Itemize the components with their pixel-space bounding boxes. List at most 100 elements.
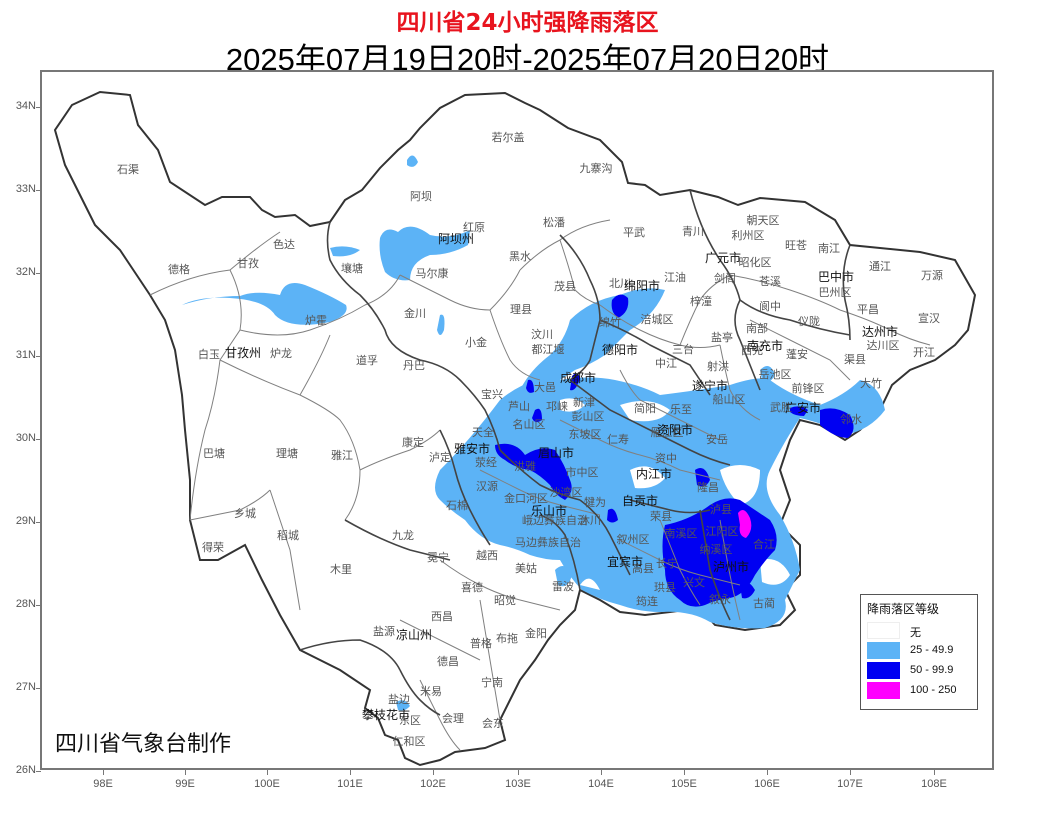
map-title: 四川省24小时强降雨落区	[396, 10, 659, 36]
prefecture-borders	[299, 189, 851, 716]
y-tick-label: 33N	[15, 183, 36, 195]
county-label: 松潘	[543, 215, 565, 229]
county-label: 古蔺	[753, 597, 775, 610]
prefecture-label: 资阳市	[657, 422, 693, 437]
x-tick-mark	[934, 770, 935, 775]
county-label: 九寨沟	[580, 161, 613, 175]
prefecture-label: 攀枝花市	[362, 707, 410, 722]
prefecture-label: 内江市	[636, 466, 672, 481]
county-label: 利州区	[732, 229, 765, 242]
prefecture-label: 自贡市	[622, 493, 658, 508]
county-label: 洪雅	[514, 459, 536, 473]
prefecture-label: 绵阳市	[624, 278, 660, 293]
prefecture-label: 凉山州	[396, 627, 432, 642]
county-label: 东坡区	[569, 428, 602, 441]
county-label: 叙州区	[617, 532, 650, 546]
county-label: 南部	[746, 321, 768, 335]
prefecture-label: 广安市	[785, 400, 821, 415]
county-label: 乡城	[234, 507, 256, 520]
y-tick-label: 28N	[15, 598, 36, 610]
county-label: 彭山区	[572, 409, 605, 423]
x-tick-label: 105E	[671, 778, 697, 790]
county-label: 高县	[632, 561, 654, 575]
y-tick-mark	[36, 688, 41, 689]
county-label: 炉霍	[305, 314, 327, 327]
x-tick-mark	[267, 770, 268, 775]
x-tick-mark	[684, 770, 685, 775]
county-label: 沙湾区	[550, 485, 583, 499]
y-tick-mark	[36, 439, 41, 440]
county-label: 中江	[655, 357, 677, 370]
legend-item-100-250: 100 - 250	[867, 682, 973, 701]
legend-label: 100 - 250	[910, 684, 957, 696]
prefecture-label: 宜宾市	[607, 554, 643, 569]
x-tick-label: 99E	[175, 778, 195, 790]
prefecture-label: 德阳市	[602, 342, 638, 357]
county-label: 荥经	[475, 455, 497, 469]
x-tick-label: 100E	[254, 778, 280, 790]
x-tick-mark	[350, 770, 351, 775]
y-tick-label: 34N	[15, 100, 36, 112]
prefecture-label: 成都市	[560, 370, 596, 385]
x-tick-label: 107E	[837, 778, 863, 790]
county-label: 德昌	[437, 654, 459, 668]
county-label: 金川	[404, 306, 426, 320]
y-tick-mark	[36, 273, 41, 274]
county-label: 石棉	[446, 498, 468, 512]
county-label: 涪城区	[641, 312, 674, 326]
county-label: 马尔康	[416, 266, 449, 280]
county-label: 旺苍	[785, 239, 807, 252]
county-label: 雅江	[331, 448, 353, 462]
county-label: 金口河区	[504, 491, 548, 505]
legend: 降雨落区等级 无 25 - 49.9 50 - 99.9 100 - 250	[860, 594, 978, 710]
county-label: 兴文	[683, 575, 705, 589]
county-label: 芦山	[508, 400, 530, 413]
y-tick-label: 31N	[15, 349, 36, 361]
legend-item-none: 无	[867, 622, 973, 641]
x-tick-mark	[767, 770, 768, 775]
y-tick-label: 29N	[15, 515, 36, 527]
county-label: 万源	[921, 268, 943, 282]
county-label: 红原	[463, 221, 485, 234]
x-tick-mark	[185, 770, 186, 775]
legend-label: 25 - 49.9	[910, 644, 954, 656]
county-label: 壤塘	[341, 261, 363, 275]
county-label: 理县	[510, 303, 532, 316]
y-tick-mark	[36, 107, 41, 108]
county-label: 名山区	[513, 417, 546, 431]
county-label: 布拖	[496, 631, 518, 645]
county-label: 宝兴	[481, 387, 503, 401]
county-label: 小金	[465, 335, 487, 349]
x-tick-label: 108E	[921, 778, 947, 790]
county-label: 船山区	[713, 392, 746, 406]
county-label: 九龙	[392, 529, 414, 542]
county-label: 沐川	[579, 514, 601, 527]
prefecture-label: 雅安市	[454, 441, 490, 456]
county-label: 筠连	[636, 594, 658, 608]
prefecture-label: 阿坝州	[438, 232, 474, 246]
county-label: 蓬安	[786, 347, 808, 361]
county-label: 理塘	[276, 446, 298, 460]
y-tick-label: 32N	[15, 266, 36, 278]
rain-area-100-250	[738, 509, 752, 538]
county-label: 前锋区	[792, 381, 825, 395]
county-label: 渠县	[844, 353, 866, 366]
county-label: 盐边	[388, 693, 410, 706]
county-label: 丹巴	[403, 359, 425, 372]
county-label: 长宁	[656, 556, 678, 570]
county-label: 江油	[664, 270, 686, 284]
x-tick-label: 101E	[337, 778, 363, 790]
county-label: 泸县	[710, 503, 732, 516]
legend-label: 无	[910, 627, 921, 639]
county-label: 巴塘	[203, 446, 225, 460]
county-label: 苍溪	[759, 275, 781, 288]
legend-label: 50 - 99.9	[910, 664, 954, 676]
x-tick-mark	[601, 770, 602, 775]
county-borders	[149, 219, 931, 751]
producer-credit: 四川省气象台制作	[55, 732, 232, 757]
county-label: 天全	[472, 425, 494, 439]
county-label: 石渠	[117, 163, 139, 176]
legend-swatch-25-49	[867, 642, 900, 659]
county-label: 西充	[741, 343, 763, 357]
x-tick-label: 106E	[754, 778, 780, 790]
